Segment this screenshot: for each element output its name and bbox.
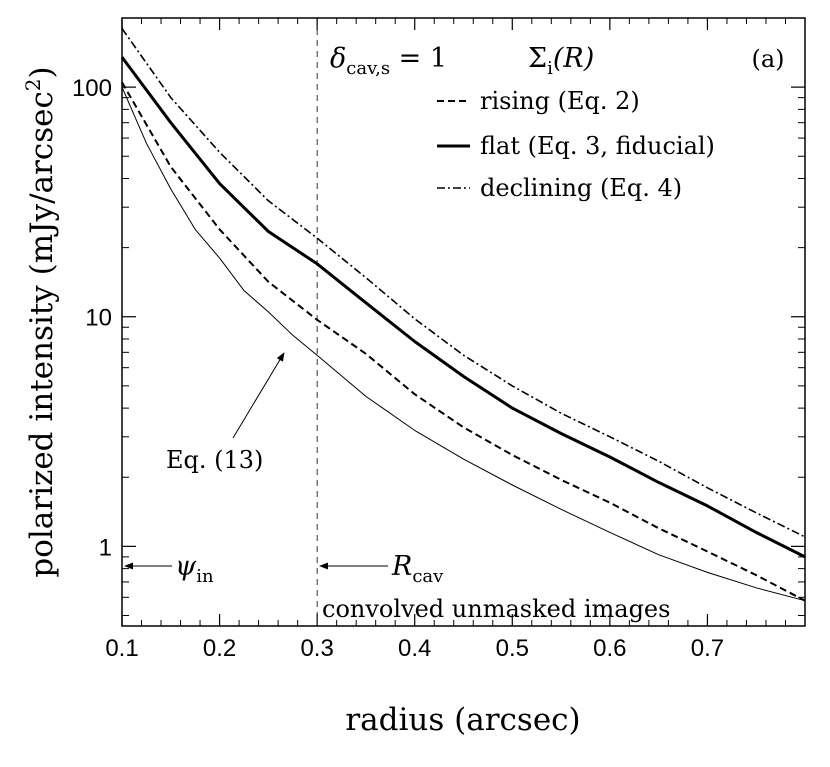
- plot-frame: [121, 17, 806, 627]
- sigma-annotation: Σi(R): [528, 43, 594, 79]
- x-tick-label: 0.5: [496, 635, 529, 662]
- series-line-declining: [121, 28, 806, 538]
- eq13-arrow: [232, 352, 285, 439]
- y-axis-title-close: ): [24, 66, 60, 78]
- eq13-label: Eq. (13): [166, 446, 263, 474]
- psi-in-label: ψin: [175, 551, 214, 587]
- panel-label: (a): [751, 45, 784, 73]
- psi-subscript: in: [196, 566, 214, 587]
- delta-symbol: δ: [330, 43, 346, 74]
- y-tick-label: 100: [72, 75, 112, 102]
- x-tick-label: 0.2: [203, 635, 236, 662]
- legend-label-rising: rising (Eq. 2): [480, 87, 640, 115]
- x-axis-ticks: 0.1 0.2 0.3 0.4 0.5 0.6 0.7: [105, 18, 786, 662]
- y-tick-label: 10: [85, 305, 112, 332]
- sigma-argument: (R): [553, 43, 594, 74]
- bottom-note: convolved unmasked images: [322, 595, 670, 623]
- y-axis-title: polarized intensity (mJy/arcsec2): [21, 66, 60, 577]
- rcav-subscript: cav: [412, 566, 444, 587]
- legend-label-declining: declining (Eq. 4): [480, 174, 682, 202]
- sigma-subscript: i: [547, 58, 553, 79]
- series-line-eq: [121, 86, 806, 602]
- y-axis-title-superscript: 2: [21, 78, 45, 91]
- rcav-label: Rcav: [391, 551, 444, 587]
- y-tick-label: 1: [99, 534, 112, 561]
- series-line-flat: [120, 56, 806, 559]
- legend-label-flat: flat (Eq. 3, fiducial): [480, 132, 715, 160]
- series-line-rising: [121, 81, 806, 602]
- legend: rising (Eq. 2) flat (Eq. 3, fiducial) de…: [437, 87, 715, 202]
- x-tick-label: 0.1: [105, 635, 138, 662]
- sigma-symbol: Σ: [528, 43, 547, 74]
- rcav-symbol: R: [391, 551, 412, 582]
- x-tick-label: 0.4: [398, 635, 431, 662]
- y-axis-title-main: polarized intensity (mJy/arcsec: [24, 91, 60, 577]
- y-axis-ticks: 1 10 100: [72, 17, 805, 616]
- psi-symbol: ψ: [175, 551, 197, 582]
- series-group: [120, 28, 806, 602]
- x-axis-title: radius (arcsec): [345, 702, 580, 738]
- delta-equals: = 1: [390, 43, 447, 74]
- delta-subscript: cav,s: [346, 58, 390, 79]
- x-tick-label: 0.7: [691, 635, 724, 662]
- x-tick-label: 0.3: [300, 635, 333, 662]
- delta-cav-annotation: δcav,s = 1: [330, 43, 447, 79]
- x-tick-label: 0.6: [593, 635, 626, 662]
